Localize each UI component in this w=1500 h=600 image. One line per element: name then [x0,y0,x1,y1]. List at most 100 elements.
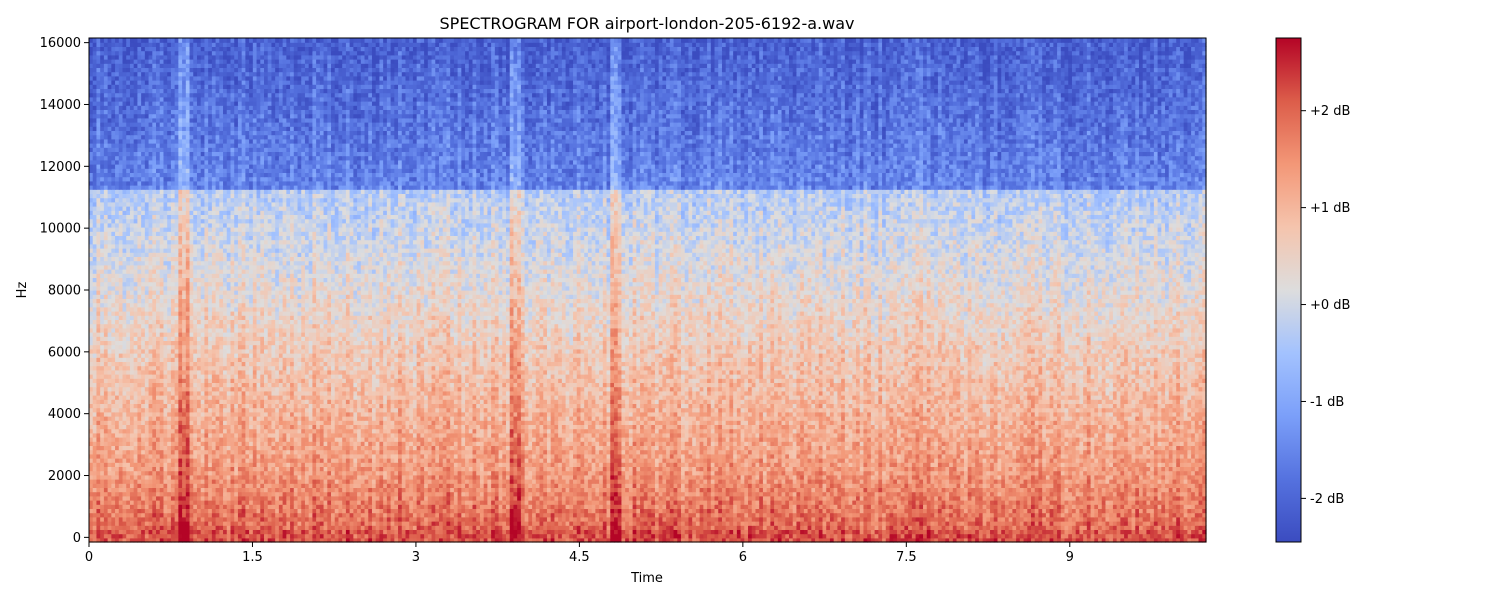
spectrogram-cell [1098,525,1103,530]
spectrogram-cell [666,474,671,480]
spectrogram-cell [1161,525,1166,530]
spectrogram-cell [971,500,976,505]
spectrogram-cell [312,525,317,530]
spectrogram-cell [963,525,969,530]
spectrogram-cell [826,479,831,484]
spectrogram-cell [405,483,410,488]
spectrogram-cell [937,521,943,526]
spectrogram-cell [156,529,161,535]
spectrogram-cell [193,529,198,535]
spectrogram-cell [1101,483,1107,488]
spectrogram-cell [975,474,980,480]
spectrogram-cell [118,537,124,543]
spectrogram-cell [591,504,596,509]
spectrogram-cell [1060,487,1066,493]
spectrogram-cell [848,474,853,480]
spectrogram-cell [431,533,436,539]
spectrogram-cell [107,487,112,493]
spectrogram-cell [602,487,608,493]
spectrogram-cell [412,495,418,501]
spectrogram-cell [446,525,451,530]
spectrogram-cell [357,516,362,522]
spectrogram-cell [230,470,235,476]
spectrogram-cell [874,533,879,539]
spectrogram-cell [513,474,518,480]
spectrogram-cell [208,533,213,539]
spectrogram-cell [1016,479,1021,484]
spectrogram-cell [856,533,861,539]
spectrogram-cell [323,474,328,480]
spectrogram-cell [699,529,704,535]
spectrogram-cell [576,516,582,522]
spectrogram-cell [1183,508,1188,514]
spectrogram-cell [416,495,421,501]
spectrogram-cell [1187,495,1192,501]
spectrogram-cell [692,474,697,480]
spectrogram-cell [215,537,220,543]
spectrogram-cell [204,500,209,505]
spectrogram-cell [334,529,340,535]
spectrogram-cell [785,500,790,505]
spectrogram-cell [602,516,608,522]
spectrogram-cell [327,516,332,522]
spectrogram-cell [807,479,812,484]
spectrogram-cell [818,479,824,484]
spectrogram-cell [755,508,760,514]
spectrogram-cell [1131,529,1136,535]
spectrogram-cell [874,479,879,484]
spectrogram-cell [450,491,455,497]
spectrogram-cell [662,516,667,522]
spectrogram-cell [688,470,693,476]
spectrogram-cell [800,483,805,488]
spectrogram-cell [963,516,969,522]
spectrogram-cell [331,533,336,539]
spectrogram-cell [502,516,507,522]
spectrogram-cell [148,521,153,526]
spectrogram-cell [774,474,779,480]
spectrogram-cell [1112,500,1118,505]
spectrogram-cell [558,525,563,530]
spectrogram-cell [1094,487,1099,493]
spectrogram-cell [334,504,340,509]
spectrogram-cell [587,504,593,509]
spectrogram-cell [621,500,626,505]
spectrogram-cell [185,500,191,505]
spectrogram-cell [535,470,541,476]
spectrogram-cell [874,516,879,522]
spectrogram-cell [725,483,731,488]
spectrogram-cell [993,521,999,526]
spectrogram-cell [803,474,809,480]
spectrogram-cell [483,491,488,497]
spectrogram-cell [952,491,958,497]
spectrogram-cell [334,537,340,543]
spectrogram-cell [237,533,243,539]
spectrogram-cell [599,491,604,497]
spectrogram-cell [1086,533,1092,539]
spectrogram-cell [178,487,183,493]
spectrogram-cell [628,529,634,535]
spectrogram-cell [1079,479,1084,484]
spectrogram-cell [915,483,920,488]
spectrogram-cell [368,512,373,518]
spectrogram-cell [818,529,824,535]
spectrogram-cell [412,470,418,476]
spectrogram-cell [707,487,712,493]
spectrogram-cell [859,512,865,518]
spectrogram-cell [930,479,935,484]
spectrogram-cell [271,491,276,497]
spectrogram-cell [368,474,373,480]
spectrogram-cell [978,487,984,493]
spectrogram-cell [96,537,101,543]
spectrogram-cell [353,512,358,518]
spectrogram-cell [468,487,474,493]
spectrogram-cell [710,474,716,480]
spectrogram-cell [357,533,362,539]
spectrogram-cell [446,483,451,488]
spectrogram-cell [751,495,757,501]
spectrogram-cell [748,512,753,518]
spectrogram-cell [718,474,723,480]
spectrogram-cell [807,495,812,501]
spectrogram-cell [342,512,347,518]
spectrogram-cell [911,537,917,543]
spectrogram-cell [509,533,515,539]
